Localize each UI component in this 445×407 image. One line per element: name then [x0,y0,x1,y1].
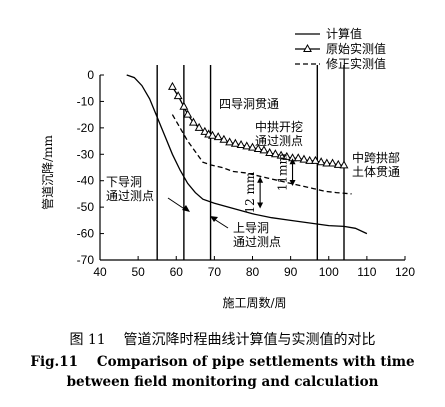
annotation-middle-arch: 中拱开挖 [255,119,303,134]
annotation-lower-drift: 通过测点 [106,189,154,203]
data-point-triangle [208,130,217,139]
y-tick-label: -70 [77,253,95,267]
y-axis-title: 管道沉降/mm [40,134,55,209]
caption-label: 图 11 [69,332,106,348]
y-tick-label: -20 [77,121,95,135]
arrow-head [289,158,296,165]
data-point-triangle [188,117,198,126]
x-tick-label: 80 [246,265,260,279]
data-point-triangle [305,155,315,164]
arrow-head [289,180,296,186]
data-point-triangle [183,109,193,118]
annotation-lower-drift: 下导洞 [106,175,142,189]
x-tick-label: 70 [208,265,222,279]
data-point-triangle [316,157,326,166]
caption-en-line2: between field monitoring and calculation [66,374,379,390]
annotation-middle-arch: 通过测点 [255,134,303,148]
data-point-triangle [322,158,332,167]
legend-label: 修正实测值 [326,56,386,71]
annotation-upper-drift: 上导洞 [233,221,269,235]
data-point-triangle [339,160,349,169]
data-point-triangle [219,134,229,143]
annotation-leader [213,218,229,229]
data-point-triangle [179,101,189,110]
data-point-triangle [236,140,246,149]
y-tick-label: -60 [77,227,95,241]
y-tick-label: -40 [77,174,95,188]
data-point-triangle [248,142,257,151]
annotation-leader [167,197,187,211]
dimension-label-11mm: 11mm [276,152,290,191]
arrow-head [210,216,218,222]
x-tick-label: 110 [357,265,376,279]
caption-en-line1: Fig.11 Comparison of pipe settlements wi… [30,354,415,370]
series-group [126,74,368,235]
data-point-triangle [276,150,286,159]
data-point-triangle [270,149,280,158]
x-tick-label: 60 [170,265,184,279]
x-tick-label: 100 [319,265,339,279]
data-point-triangle [194,122,204,131]
legend-label: 原始实测值 [326,41,386,56]
series-line [171,114,352,195]
arrow-head [182,205,190,212]
y-tick-label: -30 [77,147,95,161]
x-tick-label: 90 [284,265,298,279]
annotation-middle-span: 中跨拱部 [352,150,400,165]
caption-text: 管道沉降时程曲线计算值与实测值的对比 [123,332,376,348]
annotation-middle-span: 土体贯通 [352,165,400,179]
x-tick-label: 120 [395,265,415,279]
x-tick-label: 40 [93,265,107,279]
data-point-triangle [167,81,177,90]
legend-label: 计算值 [326,26,362,41]
data-point-triangle [230,138,240,147]
figure-caption-en: Fig.11 Comparison of pipe settlements wi… [0,352,445,392]
data-point-triangle [265,147,275,156]
data-point-triangle [242,141,252,150]
y-tick-label: -50 [77,200,95,214]
data-point-triangle [310,155,320,164]
data-point-triangle [253,143,263,152]
data-point-triangle [213,132,223,141]
data-point-triangle [328,158,338,167]
dimension-label-12mm: 12 mm [243,171,257,213]
figure-caption-cn: 图 11 管道沉降时程曲线计算值与实测值的对比 [0,329,445,349]
data-point-triangle [333,159,343,168]
x-tick-label: 50 [131,265,145,279]
annotation-four-drifts: 四导洞贯通 [219,97,279,111]
data-point-triangle [225,137,235,146]
settlement-chart: 40 50 60 70 80 90 100 110 120 0 -10 -20 -30 -40 -50 -60… [40,26,415,310]
data-point-triangle [259,145,269,154]
y-tick-label: -10 [77,94,95,108]
y-tick-label: 0 [87,68,94,82]
series-line [126,74,368,235]
arrow-head [257,202,264,209]
data-point-triangle [173,91,183,100]
data-point-triangle [200,126,210,135]
data-point-triangle [293,153,303,162]
data-point-triangle [299,154,309,163]
arrow-head [257,176,264,183]
legend-marker [303,43,312,52]
annotation-upper-drift: 通过测点 [233,235,281,249]
data-point-triangle [282,151,292,160]
x-axis-title: 施工周数/周 [222,295,286,310]
chart-axes: 40 50 60 70 80 90 100 110 120 0 -10 -20 -30 -40 -50 -60… [40,68,415,310]
